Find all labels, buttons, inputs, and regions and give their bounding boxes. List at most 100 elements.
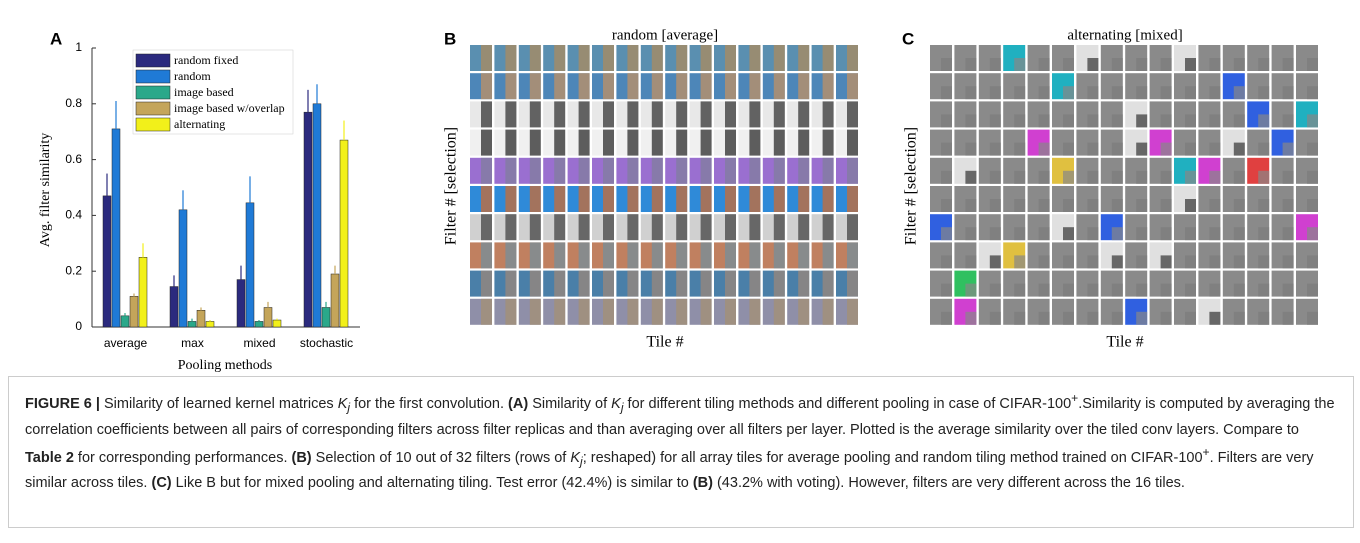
- filter-tile-part: [1112, 284, 1123, 297]
- filter-tile-part: [990, 171, 1001, 184]
- filter-tile-part: [1136, 171, 1147, 184]
- x-tick-label: stochastic: [300, 336, 353, 350]
- filter-tile-part: [965, 255, 976, 268]
- filter-tile-part: [1307, 58, 1318, 71]
- x-axis-label: Tile #: [646, 334, 683, 351]
- filter-tile-part: [847, 214, 858, 240]
- filter-tile-part: [1185, 227, 1196, 240]
- filter-tile-part: [798, 101, 809, 127]
- filter-tile-part: [652, 214, 663, 240]
- filter-tile-part: [1136, 227, 1147, 240]
- filter-tile-part: [1209, 199, 1220, 212]
- y-axis-label: Filter # [selection]: [903, 127, 920, 245]
- filter-tile-part: [603, 101, 614, 127]
- filter-tile-part: [1185, 58, 1196, 71]
- filter-tile-part: [579, 73, 590, 99]
- filter-tile-part: [847, 101, 858, 127]
- bar: [331, 274, 339, 327]
- filter-tile-part: [847, 73, 858, 99]
- filter-tile-part: [1234, 171, 1245, 184]
- panel-label: C: [902, 29, 914, 48]
- filter-tile-part: [1283, 114, 1294, 127]
- filter-tile-part: [481, 101, 492, 127]
- filter-tile-part: [774, 299, 785, 325]
- filter-tile-part: [481, 73, 492, 99]
- filter-tile-part: [505, 186, 516, 212]
- filter-tile-part: [1209, 114, 1220, 127]
- filter-tile-part: [1209, 255, 1220, 268]
- filter-tile-part: [701, 299, 712, 325]
- filter-tile-part: [990, 143, 1001, 156]
- filter-tile-part: [823, 214, 834, 240]
- filter-tile-part: [530, 73, 541, 99]
- filter-tile-part: [1209, 312, 1220, 325]
- caption-text: K: [338, 396, 348, 412]
- filter-tile-part: [965, 227, 976, 240]
- filter-tile-part: [847, 45, 858, 71]
- filter-tile-part: [847, 158, 858, 184]
- filter-tile-part: [1063, 284, 1074, 297]
- filter-tile-part: [749, 299, 760, 325]
- filter-tile-part: [579, 299, 590, 325]
- filter-tile-part: [676, 73, 687, 99]
- filter-tile-part: [579, 271, 590, 297]
- legend-label: image based: [174, 85, 234, 99]
- x-tick-label: max: [181, 336, 204, 350]
- filter-tile-part: [1112, 143, 1123, 156]
- filter-tile-part: [652, 130, 663, 156]
- filter-tile-part: [1039, 143, 1050, 156]
- filter-tile-part: [990, 227, 1001, 240]
- filter-tile-part: [1185, 86, 1196, 99]
- filter-tile-part: [1039, 114, 1050, 127]
- filter-tile-part: [1307, 143, 1318, 156]
- filter-tile-part: [941, 284, 952, 297]
- filter-tile-part: [1136, 143, 1147, 156]
- filter-tile-part: [1209, 58, 1220, 71]
- caption-text: (A): [508, 396, 528, 412]
- filter-tile-part: [1087, 199, 1098, 212]
- filter-tile-part: [701, 45, 712, 71]
- filter-tile-part: [990, 199, 1001, 212]
- filter-tile-part: [579, 214, 590, 240]
- filter-tile-part: [1209, 143, 1220, 156]
- filter-tile-part: [603, 45, 614, 71]
- filter-tile-part: [725, 186, 736, 212]
- bar: [246, 203, 254, 327]
- filter-tile-part: [676, 101, 687, 127]
- filter-tile-part: [701, 158, 712, 184]
- filter-tile-part: [603, 242, 614, 268]
- filter-tile-part: [1234, 227, 1245, 240]
- filter-tile-part: [1209, 227, 1220, 240]
- filter-tile-part: [774, 214, 785, 240]
- legend-label: alternating: [174, 117, 225, 131]
- caption-text: (C): [152, 475, 172, 491]
- filter-tile-part: [823, 130, 834, 156]
- figure: A Avg. filter similarity Pooling methods…: [0, 0, 1360, 372]
- filter-tile-part: [530, 158, 541, 184]
- bar: [255, 321, 263, 327]
- filter-tile-part: [603, 214, 614, 240]
- filter-tile-part: [1112, 114, 1123, 127]
- filter-tile-part: [725, 242, 736, 268]
- filter-tile-part: [505, 214, 516, 240]
- filter-tile-part: [1087, 143, 1098, 156]
- filter-tile-part: [1087, 58, 1098, 71]
- filter-tile-part: [1039, 312, 1050, 325]
- filter-tile-part: [505, 73, 516, 99]
- filter-tile-part: [627, 73, 638, 99]
- filter-tile-part: [1014, 227, 1025, 240]
- filter-tile-part: [941, 58, 952, 71]
- caption: FIGURE 6 | Similarity of learned kernel …: [8, 376, 1354, 528]
- filter-tile-part: [1014, 114, 1025, 127]
- filter-tile-part: [1136, 284, 1147, 297]
- filter-tile-part: [627, 242, 638, 268]
- caption-text: (B): [292, 450, 312, 466]
- filter-tile-part: [749, 242, 760, 268]
- filter-tile-part: [1307, 255, 1318, 268]
- filter-tile-part: [1307, 86, 1318, 99]
- filter-tile-part: [701, 186, 712, 212]
- filter-tile-part: [530, 271, 541, 297]
- filter-tile-part: [554, 101, 565, 127]
- filter-tile-part: [530, 242, 541, 268]
- filter-tile-part: [701, 242, 712, 268]
